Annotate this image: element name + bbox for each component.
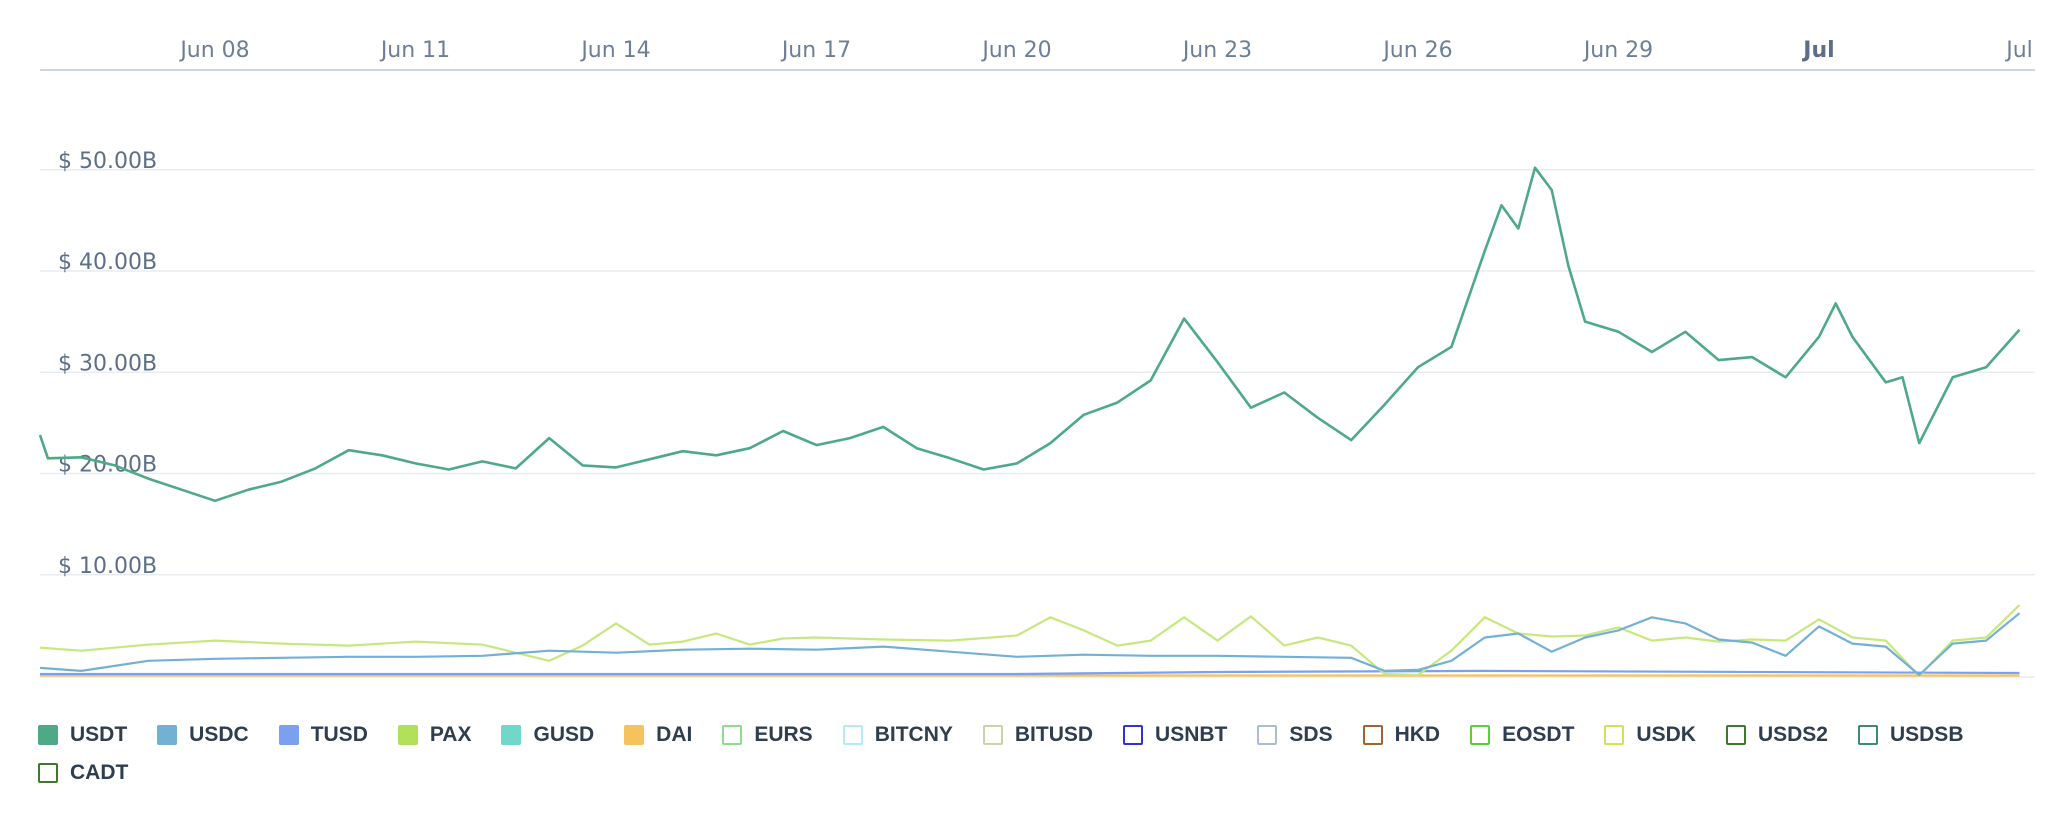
legend-swatch xyxy=(1362,725,1383,745)
legend-item-usdt[interactable]: USDT xyxy=(38,722,127,748)
legend-swatch xyxy=(278,725,299,745)
series-line-tusd[interactable] xyxy=(40,669,2020,676)
legend-label: PAX xyxy=(429,723,472,746)
legend-label: BITCNY xyxy=(874,723,953,746)
x-tick-label: Jun 17 xyxy=(780,38,851,63)
legend-item-usdsb[interactable]: USDSB xyxy=(1857,722,1964,748)
series-line-usdc[interactable] xyxy=(39,612,2021,677)
legend-label: USDT xyxy=(70,723,128,746)
legend-swatch xyxy=(1123,725,1144,745)
legend-item-usnbt[interactable]: USNBT xyxy=(1123,722,1227,748)
legend-item-hkd[interactable]: HKD xyxy=(1362,722,1441,748)
legend-item-eosdt[interactable]: EOSDT xyxy=(1470,722,1574,748)
legend-item-usdc[interactable]: USDC xyxy=(157,722,249,748)
legend-label: SDS xyxy=(1289,723,1333,746)
y-tick-label: $ 20.00B xyxy=(58,453,157,478)
series-lines[interactable] xyxy=(38,166,2021,678)
y-tick-label: $ 30.00B xyxy=(58,351,157,376)
legend-swatch xyxy=(1257,725,1278,745)
legend-swatch xyxy=(842,725,863,745)
legend-item-sds[interactable]: SDS xyxy=(1257,722,1333,748)
legend-swatch xyxy=(1604,725,1625,745)
x-tick-label: Jun 08 xyxy=(178,38,249,63)
legend: USDT USDC TUSD PAX GUSD DAI EURS BITCNY BITUSD US… xyxy=(38,722,2038,786)
legend-swatch xyxy=(982,725,1003,745)
legend-item-usds2[interactable]: USDS2 xyxy=(1725,722,1828,748)
legend-item-eurs[interactable]: EURS xyxy=(722,722,813,748)
legend-item-dai[interactable]: DAI xyxy=(624,722,692,748)
legend-swatch xyxy=(157,725,178,745)
legend-item-tusd[interactable]: TUSD xyxy=(278,722,368,748)
legend-label: USDS2 xyxy=(1757,723,1828,746)
series-line-pax[interactable] xyxy=(39,604,2021,678)
legend-item-pax[interactable]: PAX xyxy=(397,722,472,748)
legend-item-usdk[interactable]: USDK xyxy=(1604,722,1696,748)
legend-label: USDSB xyxy=(1889,723,1964,746)
y-tick-label: $ 50.00B xyxy=(58,149,157,174)
legend-label: EOSDT xyxy=(1502,723,1575,746)
legend-item-cadt[interactable]: CADT xyxy=(38,760,128,786)
legend-label: BITUSD xyxy=(1014,723,1094,746)
legend-label: CADT xyxy=(70,761,129,784)
x-tick-label: Jun 20 xyxy=(980,38,1051,63)
legend-swatch xyxy=(397,725,418,745)
x-tick-label: Jun 23 xyxy=(1181,38,1252,63)
legend-label: USNBT xyxy=(1155,723,1228,746)
legend-label: GUSD xyxy=(533,723,595,746)
legend-item-bitcny[interactable]: BITCNY xyxy=(842,722,953,748)
x-tick-label: Jul xyxy=(2004,38,2033,63)
y-tick-label: $ 40.00B xyxy=(58,250,157,275)
legend-swatch xyxy=(1470,725,1491,745)
legend-label: USDK xyxy=(1636,723,1696,746)
legend-swatch xyxy=(1857,725,1878,745)
grid-lines xyxy=(40,169,2035,678)
legend-label: DAI xyxy=(656,723,693,746)
legend-item-bitusd[interactable]: BITUSD xyxy=(982,722,1094,748)
legend-swatch xyxy=(38,763,58,783)
legend-swatch xyxy=(38,725,58,745)
legend-swatch xyxy=(624,725,645,745)
x-axis-ticks: Jun 08 Jun 11 Jun 14 Jun 17 Jun 20 Jun 23 Jun … xyxy=(178,38,2032,63)
legend-swatch xyxy=(501,725,522,745)
y-axis-ticks: $ 10.00B $ 20.00B $ 30.00B $ 40.00B $ 50.00B xyxy=(58,149,157,579)
x-tick-label: Jun 29 xyxy=(1582,38,1653,63)
legend-swatch xyxy=(722,725,743,745)
legend-label: HKD xyxy=(1394,723,1441,746)
legend-label: TUSD xyxy=(310,723,368,746)
legend-label: EURS xyxy=(754,723,813,746)
y-tick-label: $ 10.00B xyxy=(58,554,157,579)
x-tick-label: Jun 11 xyxy=(379,38,450,63)
x-tick-label: Jun 26 xyxy=(1381,38,1452,63)
legend-swatch xyxy=(1725,725,1746,745)
x-tick-label: Jun 14 xyxy=(579,38,650,63)
legend-label: USDC xyxy=(189,723,249,746)
x-tick-label: Jul xyxy=(1801,38,1834,63)
legend-item-gusd[interactable]: GUSD xyxy=(501,722,594,748)
series-line-usdt[interactable] xyxy=(38,166,2021,503)
